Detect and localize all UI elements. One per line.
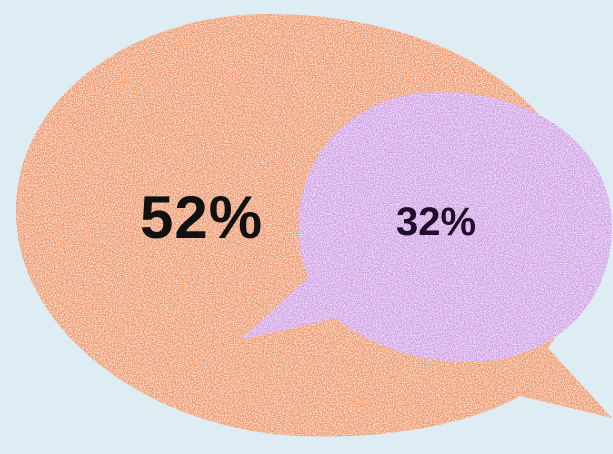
large-bubble-percentage: 52% xyxy=(140,188,263,248)
small-bubble-percentage: 32% xyxy=(396,202,476,242)
